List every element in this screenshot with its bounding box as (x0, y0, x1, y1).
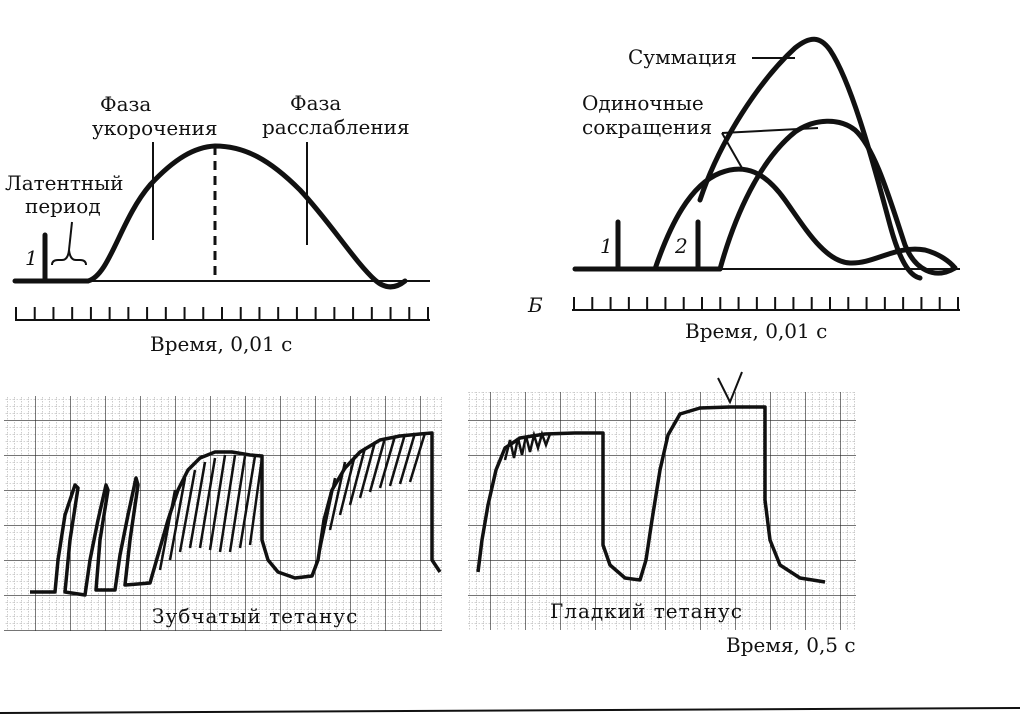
summation-label: Суммация (628, 45, 737, 69)
single-twitch-curve-2 (717, 118, 958, 276)
relaxation-phase-label-2: расслабления (262, 115, 410, 139)
shortening-phase-label-1: Фаза (100, 92, 151, 116)
single-twitch-curve-1 (652, 166, 958, 272)
toothed-tetanus-teeth (158, 432, 427, 571)
latent-period-label-1: Латентный (5, 171, 124, 195)
panel-b-time-ticks (573, 297, 959, 310)
single-contractions-label-2: сокращения (582, 115, 712, 139)
smooth-tetanus-grid (468, 392, 856, 630)
smooth-tetanus-ripple (503, 429, 552, 461)
panel-b-time-label: Время, 0,01 с (685, 319, 827, 343)
smooth-tetanus-label: Гладкий тетанус (550, 599, 743, 623)
panel-a-time-ticks (15, 307, 429, 320)
panel-b-summation: 1 2 Суммация Одиночные сокращения Б Врем… (527, 36, 960, 343)
panel-b-letter: Б (527, 293, 543, 317)
single-pointer-1 (721, 132, 743, 169)
single-pointer-2 (721, 127, 819, 134)
panel-a-twitch-curve (85, 143, 408, 290)
toothed-tetanus-grid (4, 396, 442, 631)
plateau-arrow (717, 371, 743, 405)
latent-pointer (68, 221, 73, 251)
panel-a-stimulus-number: 1 (25, 246, 38, 270)
latent-period-label-2: период (25, 194, 101, 218)
panel-b-stimulus-number-2: 2 (674, 234, 688, 258)
toothed-tetanus-label: Зубчатый тетанус (152, 604, 358, 628)
panel-a-time-label: Время, 0,01 с (150, 332, 292, 356)
toothed-tetanus-panel: Зубчатый тетанус (4, 396, 442, 631)
relaxation-phase-label-1: Фаза (290, 91, 341, 115)
latent-period-brace (51, 249, 87, 266)
shortening-phase-label-2: укорочения (92, 116, 218, 140)
panel-b-stimulus-number-1: 1 (600, 234, 613, 258)
panel-a-single-twitch: 1 Латентный период Фаза укорочения Фаза … (5, 91, 430, 356)
bottom-rule (0, 707, 1021, 714)
single-contractions-label-1: Одиночные (582, 91, 704, 115)
smooth-tetanus-panel: Гладкий тетанус Время, 0,5 с (468, 371, 856, 657)
summation-curve (697, 36, 923, 281)
tetanus-time-label: Время, 0,5 с (726, 633, 856, 657)
